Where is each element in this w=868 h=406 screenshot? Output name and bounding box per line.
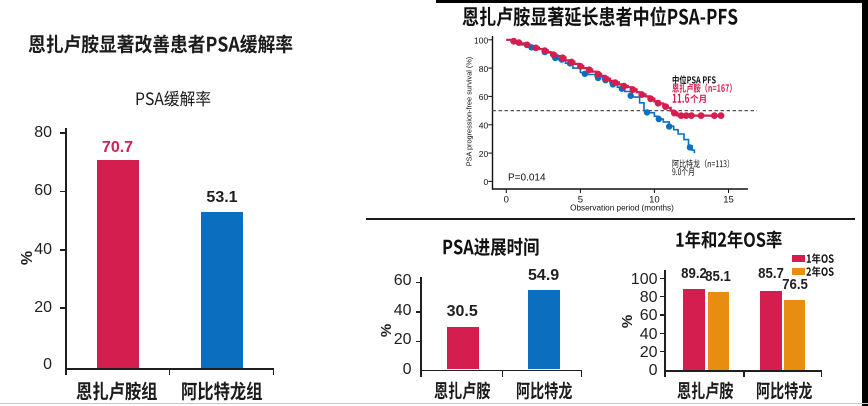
svg-text:60: 60 xyxy=(479,92,489,102)
svg-text:Observation period (months): Observation period (months) xyxy=(570,204,674,213)
svg-text:40: 40 xyxy=(479,121,489,131)
svg-text:80: 80 xyxy=(479,64,489,74)
svg-text:0: 0 xyxy=(483,177,488,187)
svg-text:100: 100 xyxy=(474,36,488,46)
svg-text:0: 0 xyxy=(504,195,509,206)
svg-text:P=0.014: P=0.014 xyxy=(508,173,546,184)
svg-text:5: 5 xyxy=(578,195,583,206)
svg-text:10: 10 xyxy=(649,195,660,206)
svg-text:15: 15 xyxy=(723,195,734,206)
svg-text:20: 20 xyxy=(479,149,489,159)
